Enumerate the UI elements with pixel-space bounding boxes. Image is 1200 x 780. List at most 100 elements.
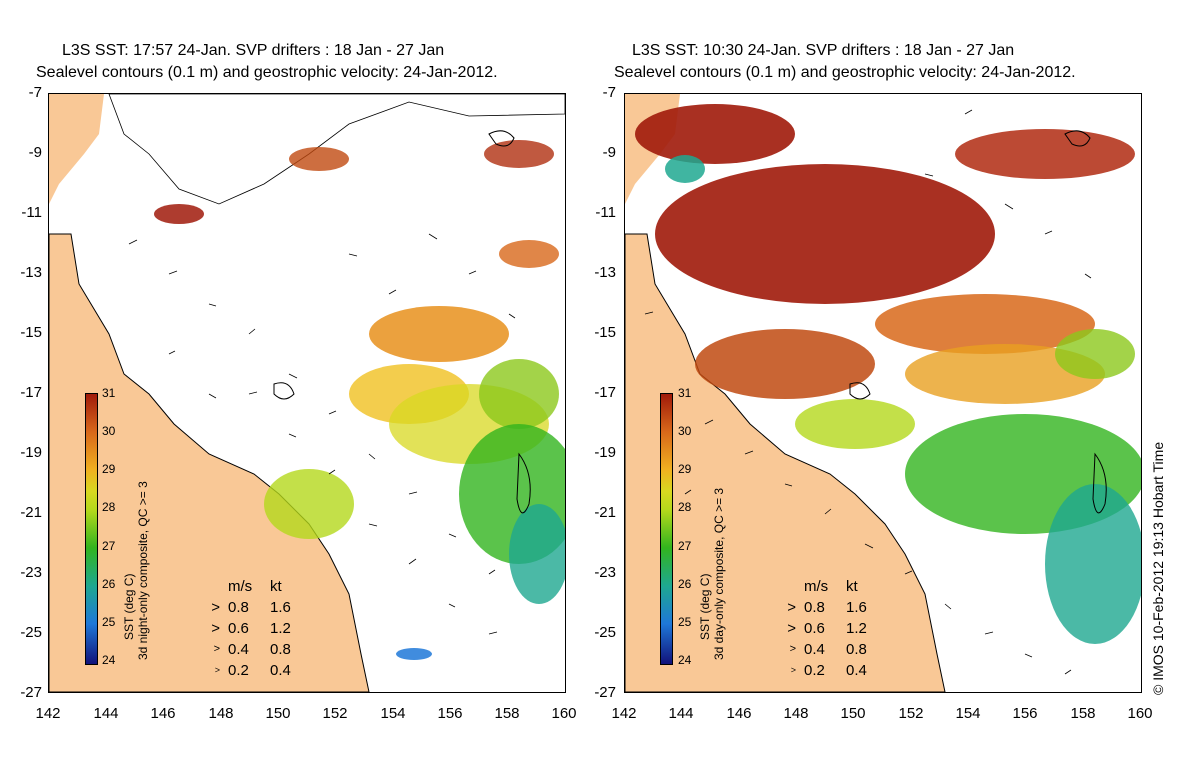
sst-layer (154, 140, 565, 660)
p2-xtick-2: 146 (726, 705, 752, 722)
p1-cbar-tick-30: 30 (102, 424, 116, 438)
arrow-icon: > (790, 665, 796, 675)
vel-ms: 0.8 (228, 599, 249, 616)
arrow-icon: > (213, 643, 220, 655)
p2-cbar-tick-26: 26 (678, 577, 692, 591)
vel-header-ms: m/s (228, 578, 253, 595)
p1-xtick-9: 160 (551, 705, 577, 722)
panel1-map (48, 93, 566, 693)
panel1-colorbar (85, 393, 98, 665)
vel-ms: 0.8 (804, 599, 825, 616)
panel1-title-line2: Sealevel contours (0.1 m) and geostrophi… (36, 64, 498, 81)
land-queensland (49, 233, 370, 692)
vel-ms: 0.6 (228, 620, 249, 637)
p2-ytick-0: -7 (602, 84, 616, 101)
p1-xtick-2: 146 (150, 705, 176, 722)
p1-xtick-7: 156 (437, 705, 463, 722)
panel2-map (624, 93, 1142, 693)
panel1-velocity-legend: m/s kt >0.8 1.6 >0.6 1.2 >0.4 0.8 >0.2 0.4 (198, 576, 291, 681)
p1-ytick-6: -19 (20, 444, 42, 461)
copyright-notice: © IMOS 10-Feb-2012 19:13 Hobart Time (1150, 441, 1166, 695)
land-australia (49, 94, 104, 204)
p1-cbar-tick-31: 31 (102, 386, 116, 400)
p1-cbar-tick-27: 27 (102, 539, 116, 553)
vel-kt: 1.6 (270, 599, 291, 616)
p2-cbar-tick-28: 28 (678, 500, 692, 514)
sealevel-contours (273, 130, 531, 514)
p1-ytick-9: -25 (20, 624, 42, 641)
arrow-icon: > (214, 665, 220, 675)
p1-xtick-6: 154 (380, 705, 406, 722)
vel-header-kt: kt (270, 578, 282, 595)
p2-xtick-6: 154 (955, 705, 981, 722)
p2-xtick-8: 158 (1070, 705, 1096, 722)
panel2-velocity-legend: m/s kt >0.8 1.6 >0.6 1.2 >0.4 0.8 >0.2 0.4 (774, 576, 867, 681)
vel-ms: 0.4 (804, 641, 825, 658)
panel2-colorbar (660, 393, 673, 665)
p2-xtick-3: 148 (783, 705, 809, 722)
sst-layer (635, 104, 1141, 644)
arrow-icon: > (787, 599, 796, 616)
p2-cbar-tick-31: 31 (678, 386, 692, 400)
p1-cbar-tick-29: 29 (102, 462, 116, 476)
p2-ytick-3: -13 (594, 264, 616, 281)
land-queensland (625, 233, 946, 692)
p2-cbar-tick-29: 29 (678, 462, 692, 476)
p2-ytick-1: -9 (602, 144, 616, 161)
velocity-vectors (128, 233, 516, 635)
vel-ms: 0.4 (228, 641, 249, 658)
panel1-title-line1: L3S SST: 17:57 24-Jan. SVP drifters : 18… (62, 42, 445, 59)
p2-xtick-1: 144 (668, 705, 694, 722)
p1-ytick-10: -27 (20, 684, 42, 701)
arrow-icon: > (787, 620, 796, 637)
p1-xtick-8: 158 (494, 705, 520, 722)
vel-header-ms: m/s (804, 578, 829, 595)
p1-cbar-sublabel: 3d night-only composite, QC >= 3 (136, 481, 150, 660)
p1-cbar-tick-28: 28 (102, 500, 116, 514)
p2-ytick-10: -27 (594, 684, 616, 701)
arrow-icon: > (211, 599, 220, 616)
p1-ytick-1: -9 (28, 144, 42, 161)
p2-xtick-7: 156 (1012, 705, 1038, 722)
p2-ytick-2: -11 (595, 204, 616, 221)
vel-ms: 0.2 (228, 662, 249, 679)
p2-ytick-7: -21 (594, 504, 616, 521)
vel-kt: 1.6 (846, 599, 867, 616)
p1-ytick-4: -15 (20, 324, 42, 341)
p1-ytick-8: -23 (20, 564, 42, 581)
vel-kt: 0.8 (846, 641, 867, 658)
p1-cbar-tick-24: 24 (102, 653, 116, 667)
vel-kt: 0.4 (846, 662, 867, 679)
p2-cbar-tick-27: 27 (678, 539, 692, 553)
p2-ytick-8: -23 (594, 564, 616, 581)
p2-ytick-4: -15 (594, 324, 616, 341)
arrow-icon: > (789, 643, 796, 655)
p2-xtick-4: 150 (840, 705, 866, 722)
p1-xtick-3: 148 (208, 705, 234, 722)
p1-xtick-0: 142 (35, 705, 61, 722)
p2-cbar-label: SST (deg C) (698, 573, 712, 640)
p1-cbar-label: SST (deg C) (122, 573, 136, 640)
p2-ytick-5: -17 (594, 384, 616, 401)
p2-ytick-6: -19 (594, 444, 616, 461)
sealevel-contours (849, 130, 1107, 514)
p2-cbar-tick-30: 30 (678, 424, 692, 438)
vel-ms: 0.2 (804, 662, 825, 679)
p2-ytick-9: -25 (594, 624, 616, 641)
p2-xtick-9: 160 (1127, 705, 1153, 722)
p1-xtick-1: 144 (93, 705, 119, 722)
p1-xtick-5: 152 (322, 705, 348, 722)
vel-kt: 1.2 (270, 620, 291, 637)
vel-kt: 0.4 (270, 662, 291, 679)
p2-xtick-0: 142 (611, 705, 637, 722)
arrow-icon: > (211, 620, 220, 637)
p1-ytick-0: -7 (28, 84, 42, 101)
vel-ms: 0.6 (804, 620, 825, 637)
vel-kt: 1.2 (846, 620, 867, 637)
p2-xtick-5: 152 (898, 705, 924, 722)
p1-ytick-7: -21 (20, 504, 42, 521)
p1-ytick-5: -17 (20, 384, 42, 401)
panel2-title-line1: L3S SST: 10:30 24-Jan. SVP drifters : 18… (632, 42, 1015, 59)
p2-cbar-tick-25: 25 (678, 615, 692, 629)
vel-kt: 0.8 (270, 641, 291, 658)
